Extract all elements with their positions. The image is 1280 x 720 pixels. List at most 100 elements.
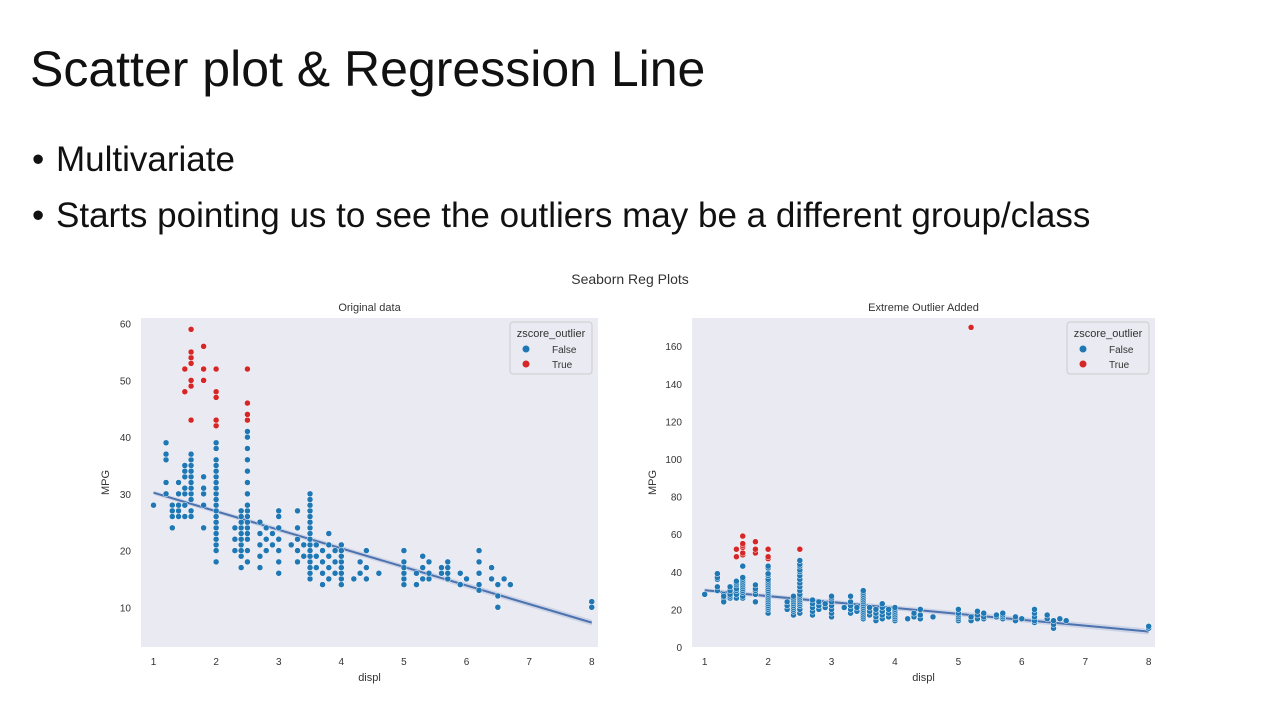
data-point bbox=[294, 547, 301, 554]
data-point bbox=[588, 604, 595, 611]
outlier-point bbox=[244, 416, 251, 424]
data-point bbox=[338, 547, 345, 554]
y-tick-label: 10 bbox=[120, 603, 132, 614]
outlier-point bbox=[752, 545, 759, 553]
data-point bbox=[237, 507, 245, 515]
data-point bbox=[175, 513, 182, 520]
data-point bbox=[917, 606, 924, 613]
data-point bbox=[294, 535, 301, 543]
outlier-point bbox=[244, 399, 251, 407]
data-point bbox=[475, 581, 483, 588]
data-point bbox=[764, 570, 772, 577]
data-point bbox=[306, 530, 314, 537]
data-point bbox=[1050, 617, 1057, 624]
data-point bbox=[169, 524, 176, 532]
y-tick-label: 50 bbox=[120, 376, 132, 387]
data-point bbox=[244, 507, 251, 515]
data-point bbox=[212, 456, 220, 464]
outlier-point bbox=[739, 532, 746, 540]
data-point bbox=[306, 524, 314, 532]
data-point bbox=[444, 570, 452, 577]
data-point bbox=[244, 479, 251, 486]
legend-box bbox=[509, 321, 593, 375]
x-tick-label: 5 bbox=[401, 657, 407, 668]
data-point bbox=[400, 558, 408, 566]
data-point bbox=[244, 501, 251, 509]
data-point bbox=[475, 558, 483, 566]
data-point bbox=[764, 562, 772, 570]
data-point bbox=[269, 541, 276, 549]
data-point bbox=[294, 524, 301, 532]
data-point bbox=[500, 575, 508, 583]
data-point bbox=[1018, 615, 1026, 623]
data-point bbox=[714, 583, 721, 591]
outlier-point bbox=[733, 545, 740, 553]
data-point bbox=[400, 564, 408, 571]
legend-marker bbox=[1079, 345, 1087, 353]
data-point bbox=[338, 564, 345, 571]
legend-title: zscore_outlier bbox=[517, 328, 586, 340]
data-point bbox=[866, 604, 873, 611]
data-point bbox=[356, 570, 364, 577]
regression-line bbox=[153, 491, 593, 624]
data-point bbox=[967, 613, 975, 621]
data-point bbox=[338, 570, 345, 577]
x-axis-label: displ bbox=[912, 672, 935, 684]
legend-entry: True bbox=[552, 360, 573, 371]
outlier-point bbox=[187, 377, 195, 384]
data-point bbox=[256, 530, 264, 537]
data-point bbox=[910, 609, 918, 617]
data-point bbox=[588, 598, 595, 605]
data-point bbox=[701, 591, 708, 598]
data-point bbox=[181, 501, 189, 509]
data-point bbox=[338, 558, 345, 566]
legend-marker bbox=[522, 360, 530, 368]
legend-title: zscore_outlier bbox=[1074, 328, 1143, 340]
data-point bbox=[325, 552, 333, 560]
outlier-point bbox=[212, 365, 220, 373]
data-point bbox=[325, 564, 333, 571]
outlier-point bbox=[212, 394, 220, 401]
data-point bbox=[256, 564, 264, 571]
data-point bbox=[162, 439, 170, 447]
data-point bbox=[212, 484, 220, 492]
outlier-point bbox=[181, 365, 189, 373]
y-tick-label: 30 bbox=[120, 490, 132, 501]
outlier-point bbox=[733, 553, 740, 561]
data-point bbox=[955, 606, 962, 613]
data-point bbox=[325, 575, 333, 583]
x-tick-label: 2 bbox=[765, 657, 771, 668]
legend-marker bbox=[522, 345, 530, 353]
data-point bbox=[350, 575, 358, 583]
x-tick-label: 3 bbox=[276, 657, 282, 668]
data-point bbox=[200, 501, 207, 509]
data-point bbox=[212, 445, 220, 452]
bullet-list: • Multivariate • Starts pointing us to see… bbox=[32, 140, 1090, 252]
data-point bbox=[231, 547, 239, 554]
data-point bbox=[231, 535, 239, 543]
data-point bbox=[726, 583, 734, 591]
data-point bbox=[187, 479, 195, 486]
data-point bbox=[494, 604, 502, 611]
data-point bbox=[338, 575, 345, 583]
data-point bbox=[325, 530, 333, 537]
data-point bbox=[419, 564, 426, 571]
y-tick-label: 20 bbox=[671, 605, 683, 616]
data-point bbox=[237, 535, 245, 543]
subplot-title: Original data bbox=[338, 302, 401, 314]
data-point bbox=[885, 606, 892, 613]
data-point bbox=[244, 547, 251, 554]
outlier-point bbox=[796, 545, 804, 553]
y-tick-label: 20 bbox=[120, 547, 132, 558]
data-point bbox=[331, 558, 339, 566]
data-point bbox=[187, 473, 195, 481]
data-point bbox=[363, 575, 370, 583]
data-point bbox=[306, 496, 314, 503]
data-point bbox=[313, 564, 320, 571]
data-point bbox=[1145, 623, 1152, 630]
legend-box bbox=[1066, 321, 1150, 375]
data-point bbox=[306, 552, 314, 560]
data-point bbox=[319, 581, 326, 588]
data-point bbox=[212, 501, 220, 509]
data-point bbox=[879, 600, 886, 608]
